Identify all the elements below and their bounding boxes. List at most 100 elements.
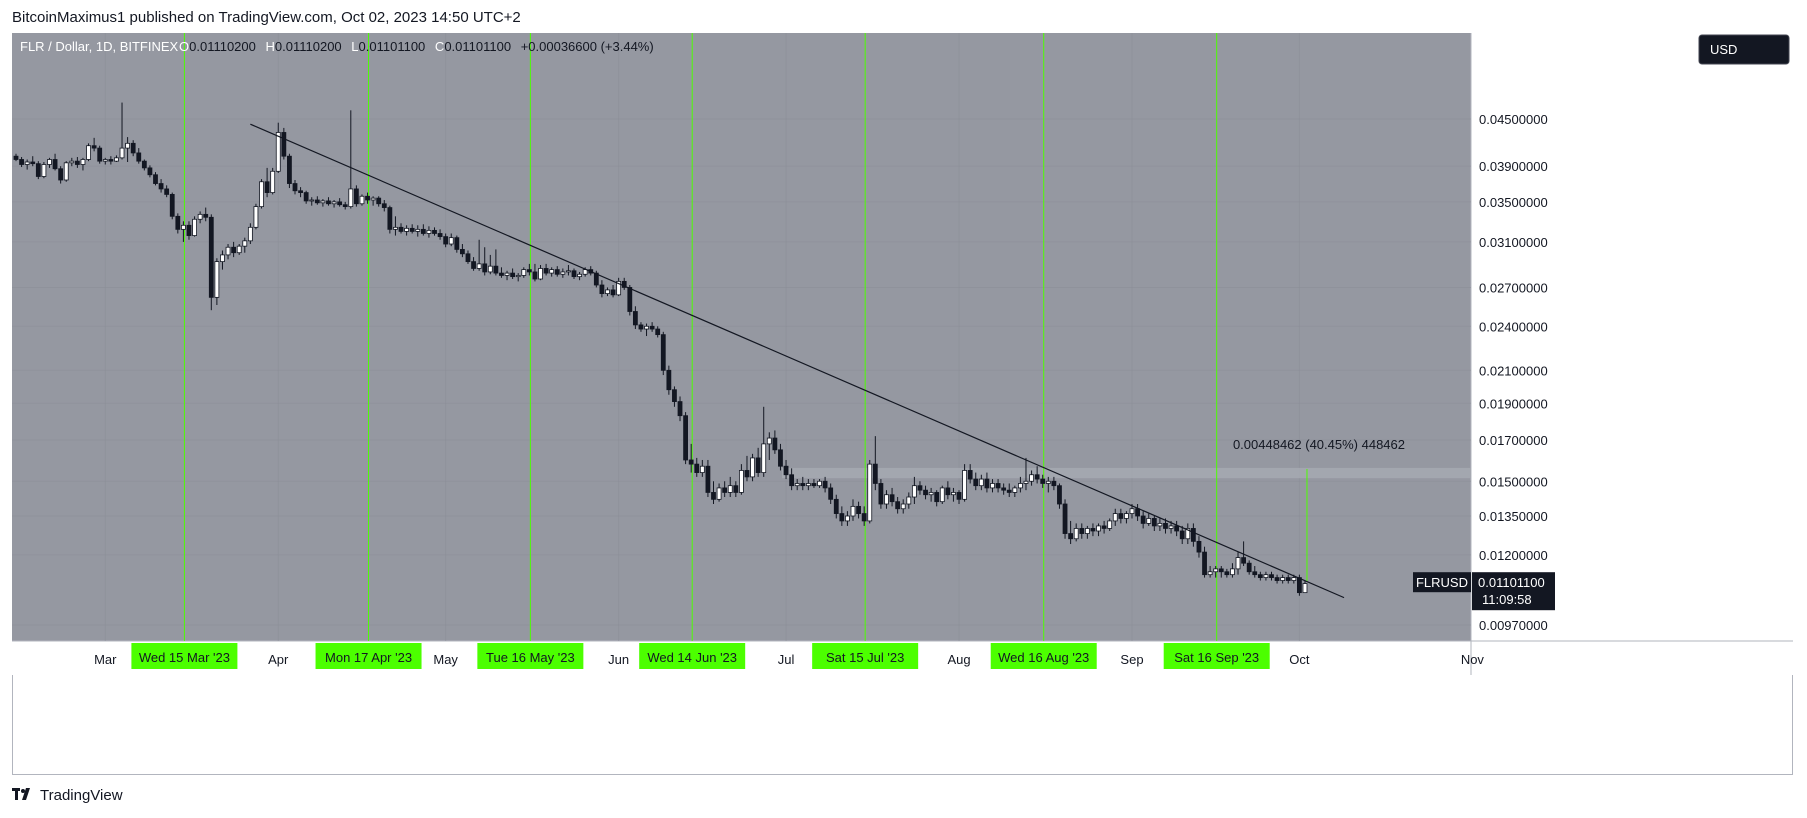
- candle-bullish: [348, 110, 354, 209]
- candle-bullish: [114, 155, 119, 162]
- candle-body: [1118, 513, 1124, 519]
- candle-body: [247, 226, 253, 242]
- trendline-layer[interactable]: [250, 123, 1345, 599]
- candle-bullish: [577, 271, 582, 281]
- candle-body: [1246, 562, 1252, 573]
- candle-body: [47, 159, 52, 165]
- candle-body: [616, 280, 622, 296]
- price-chart[interactable]: 0.00448462 (40.45%) 448462 0.045000000.0…: [12, 33, 1793, 775]
- candle-bullish: [761, 406, 767, 477]
- candle-body: [605, 289, 610, 295]
- candle-bullish: [867, 459, 873, 524]
- legend-low-label: L: [351, 39, 358, 54]
- resistance-zone-layer: [782, 467, 1471, 479]
- candle-bearish: [482, 247, 488, 276]
- candle-bearish: [666, 365, 672, 395]
- candle-body: [476, 263, 482, 269]
- candle-bearish: [1224, 568, 1230, 578]
- candle-bearish: [995, 479, 1001, 493]
- tradingview-branding[interactable]: TradingView: [12, 787, 123, 804]
- candle-bearish: [934, 490, 940, 507]
- candle-bearish: [409, 224, 415, 234]
- legend-close-value: 0.01101100: [444, 39, 511, 54]
- candle-body: [945, 487, 951, 496]
- candle-body: [510, 272, 516, 278]
- candle-bearish: [437, 229, 443, 240]
- candle-body: [86, 145, 91, 160]
- descending-trendline[interactable]: [250, 123, 1345, 599]
- candle-bearish: [303, 190, 309, 204]
- candle-body: [465, 253, 471, 263]
- candle-body: [515, 275, 521, 278]
- candle-bearish: [800, 476, 806, 491]
- candle-body: [281, 132, 287, 157]
- candle-body: [102, 159, 108, 162]
- candle-bullish: [1230, 563, 1235, 578]
- date-tag-label: Sat 15 Jul '23: [826, 650, 904, 665]
- candle-bullish: [476, 239, 482, 271]
- candle-bearish: [683, 412, 688, 465]
- legend-low-value: 0.01101100: [359, 39, 426, 54]
- candle-body: [761, 443, 767, 473]
- candle-body: [577, 273, 582, 278]
- candle-body: [666, 369, 672, 391]
- candle-bearish: [621, 277, 627, 290]
- candle-body: [370, 197, 376, 201]
- candle-body: [420, 228, 426, 234]
- candle-body: [1280, 577, 1286, 581]
- candle-bullish: [1124, 511, 1129, 524]
- currency-button[interactable]: [1698, 34, 1790, 65]
- candle-body: [783, 465, 789, 476]
- candle-body: [939, 487, 945, 503]
- candle-body: [839, 513, 845, 522]
- candle-body: [141, 160, 147, 169]
- time-axis-month-label: Mar: [94, 652, 117, 667]
- candle-bullish: [817, 479, 822, 488]
- candle-body: [192, 218, 197, 236]
- candle-body: [828, 487, 834, 500]
- candle-bearish: [677, 396, 683, 422]
- candle-bearish: [342, 201, 348, 210]
- price-axis-background[interactable]: [1471, 33, 1793, 641]
- candle-bullish: [739, 464, 744, 495]
- candle-body: [1051, 480, 1057, 487]
- candle-body: [649, 325, 655, 330]
- candle-bearish: [231, 241, 237, 258]
- candle-bullish: [928, 487, 934, 502]
- candle-body: [1135, 508, 1140, 517]
- candle-body: [923, 489, 928, 496]
- candle-bearish: [649, 322, 655, 332]
- candle-bullish: [393, 216, 398, 236]
- candle-body: [956, 492, 962, 500]
- candle-bearish: [471, 257, 476, 271]
- candle-body: [744, 470, 750, 478]
- candle-body: [789, 474, 795, 487]
- date-tag-label: Tue 16 May '23: [486, 650, 575, 665]
- candle-body: [437, 233, 443, 238]
- last-price-label: 0.01101100: [1478, 575, 1545, 590]
- date-tag-label: Mon 17 Apr '23: [325, 650, 412, 665]
- candle-bearish: [1190, 523, 1196, 547]
- candle-body: [878, 483, 884, 505]
- candle-body: [755, 457, 761, 473]
- candle-bullish: [220, 250, 225, 270]
- candle-bearish: [1285, 574, 1291, 584]
- candle-body: [186, 224, 192, 236]
- candle-body: [58, 168, 64, 181]
- date-tag-background: [477, 643, 584, 669]
- candle-bullish: [1157, 518, 1163, 531]
- candle-body: [309, 199, 315, 202]
- date-tag-background: [131, 643, 238, 669]
- candle-body: [610, 289, 616, 296]
- time-axis-month-label: Jun: [608, 652, 629, 667]
- candle-body: [1185, 528, 1191, 540]
- candle-body: [766, 437, 772, 445]
- candle-body: [677, 401, 683, 417]
- candle-body: [962, 470, 967, 500]
- candle-body: [1230, 568, 1235, 576]
- candle-bearish: [672, 386, 677, 407]
- candle-body: [1129, 508, 1135, 514]
- candle-bearish: [465, 250, 471, 264]
- candle-body: [739, 470, 744, 493]
- candle-body: [236, 245, 242, 254]
